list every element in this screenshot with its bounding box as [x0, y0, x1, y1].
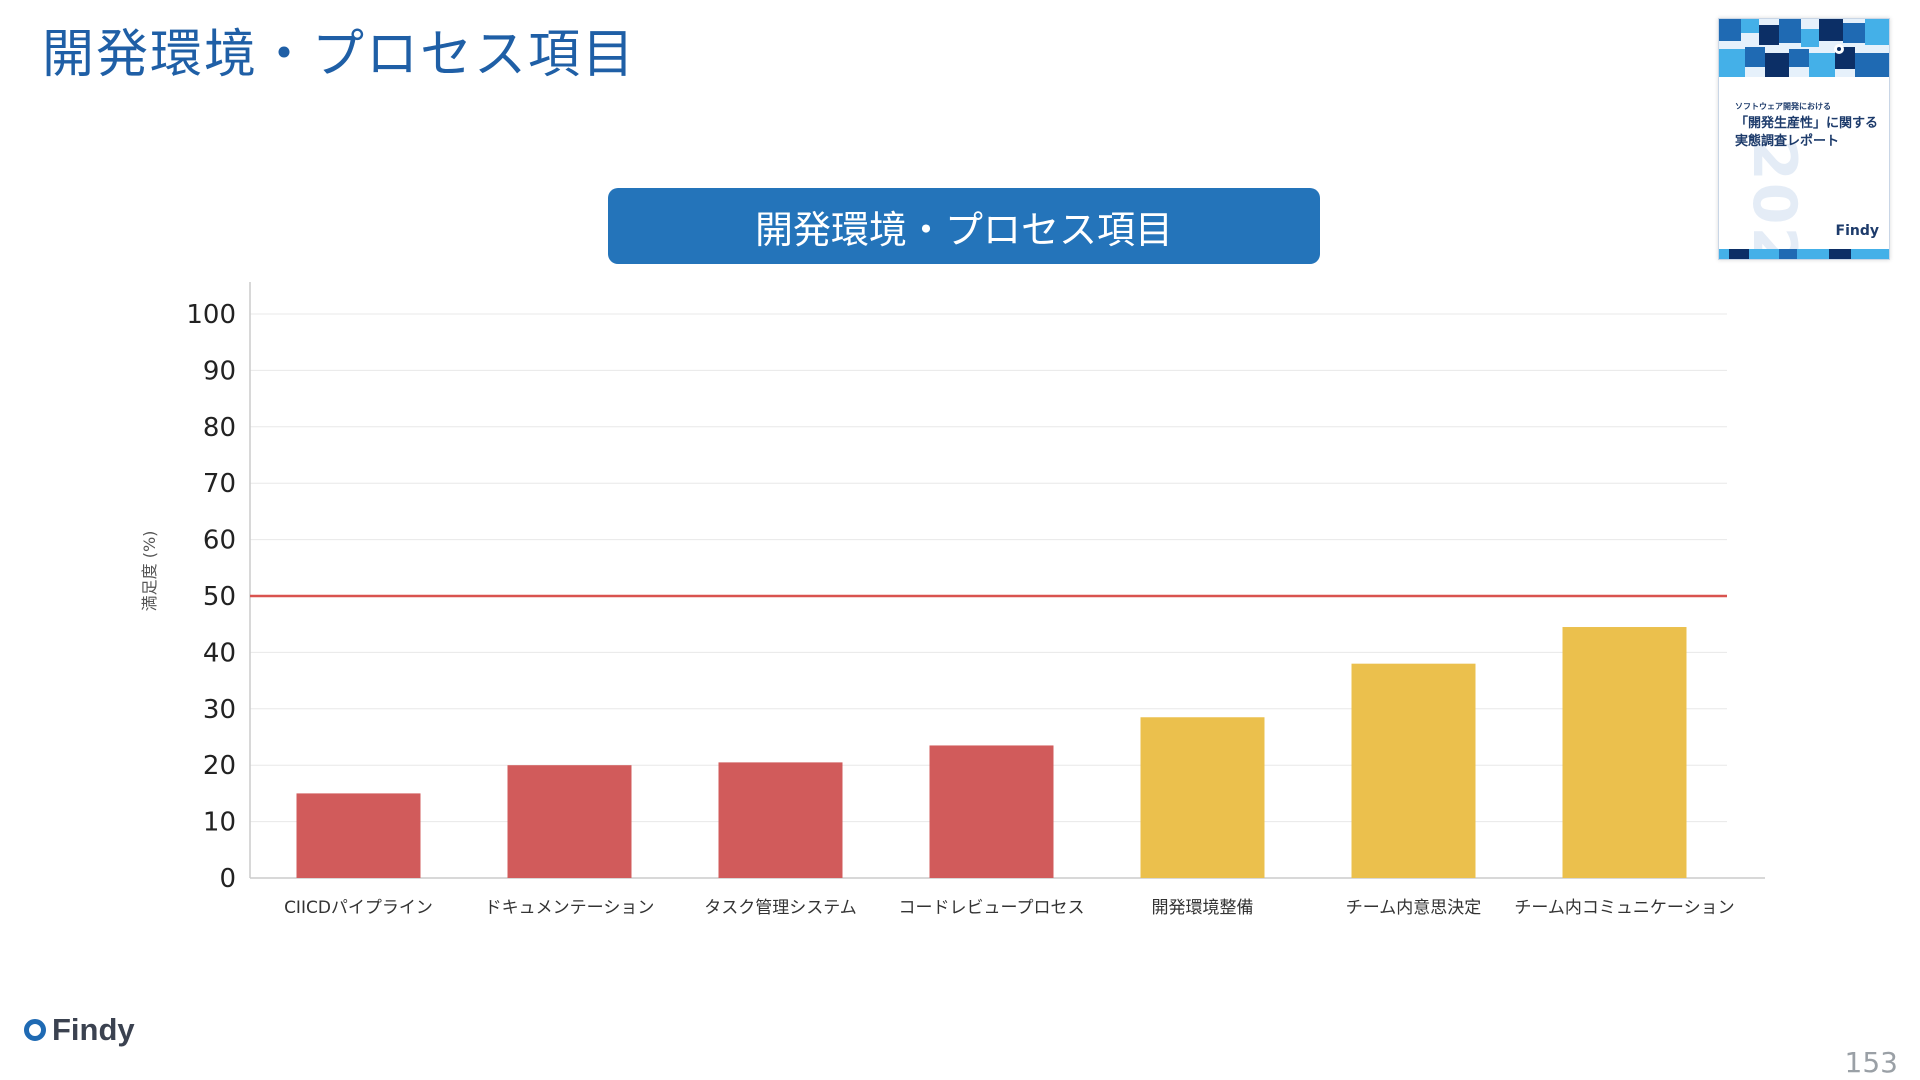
y-tick-label: 90 — [203, 356, 236, 386]
y-tick-label: 10 — [203, 808, 236, 838]
footer-logo: Findy — [24, 1012, 135, 1048]
x-tick-label: チーム内意思決定 — [1346, 898, 1482, 918]
y-tick-label: 30 — [203, 695, 236, 725]
cover-pattern — [1719, 19, 1889, 77]
y-tick-label: 70 — [203, 469, 236, 499]
footer-brand-text: Findy — [52, 1012, 135, 1047]
y-tick-label: 50 — [203, 582, 236, 612]
y-tick-label: 60 — [203, 526, 236, 556]
report-cover-thumbnail: 2025 ソフトウェア開発における 「開発生産性」に関する 実態調査レポート F… — [1718, 18, 1890, 260]
y-tick-label: 0 — [219, 864, 236, 894]
cover-brand: Findy — [1835, 223, 1879, 239]
chart-title-banner: 開発環境・プロセス項目 — [608, 188, 1320, 264]
y-tick-label: 40 — [203, 638, 236, 668]
y-tick-label: 100 — [186, 300, 236, 330]
findy-logo-icon — [24, 1019, 46, 1041]
cover-subtitle: ソフトウェア開発における — [1735, 102, 1831, 111]
bar — [1562, 627, 1687, 878]
y-tick-label: 80 — [203, 413, 236, 443]
cover-bottom-strip — [1719, 249, 1889, 259]
x-tick-label: コードレビュープロセス — [899, 898, 1085, 918]
bar — [1140, 717, 1265, 878]
x-tick-label: タスク管理システム — [704, 898, 857, 918]
x-tick-label: CIICDパイプライン — [284, 898, 433, 918]
cover-year: 2025 — [1739, 139, 1809, 260]
x-tick-label: チーム内コミュニケーション — [1514, 898, 1734, 918]
bar-chart: 0 10 20 30 40 50 60 70 80 90 100 CIICDパイプライン ドキュメンテー… — [140, 282, 1765, 918]
y-axis-label: 満足度 (%) — [140, 531, 159, 612]
page-number: 153 — [1844, 1046, 1898, 1079]
bar — [718, 762, 843, 878]
bar — [507, 765, 632, 878]
cover-title-line-1: 「開発生産性」に関する — [1735, 116, 1879, 131]
bar — [296, 793, 421, 878]
cover-title-line-2: 実態調査レポート — [1735, 134, 1840, 149]
bar — [1351, 663, 1476, 878]
x-tick-label: ドキュメンテーション — [485, 898, 655, 918]
cover-title: 「開発生産性」に関する 実態調査レポート — [1735, 115, 1885, 151]
x-tick-label: 開発環境整備 — [1152, 898, 1254, 918]
bar — [929, 745, 1054, 878]
y-tick-label: 20 — [203, 751, 236, 781]
page-title: 開発環境・プロセス項目 — [42, 25, 637, 85]
